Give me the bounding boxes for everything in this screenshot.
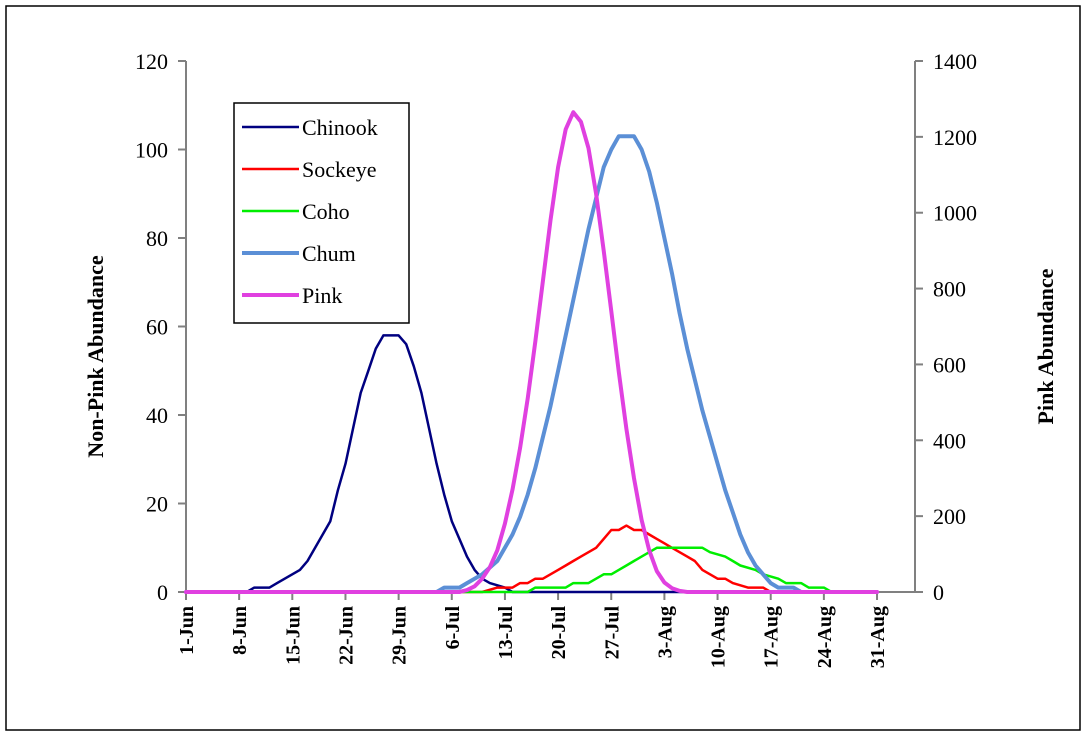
x-tick-label: 8-Jun bbox=[229, 606, 251, 655]
series-line-chum bbox=[184, 134, 879, 594]
series-line-sockeye bbox=[184, 524, 879, 594]
y2-tick-label: 600 bbox=[933, 352, 966, 377]
x-tick-label: 15-Jun bbox=[282, 606, 304, 665]
legend-label-sockeye: Sockeye bbox=[302, 157, 377, 182]
y2-tick-label: 1000 bbox=[933, 201, 977, 226]
y2-tick-label: 1400 bbox=[933, 49, 977, 74]
series-line-coho bbox=[184, 546, 879, 594]
x-tick-label: 29-Jun bbox=[389, 606, 411, 665]
x-tick-label: 17-Aug bbox=[761, 606, 783, 668]
legend-label-chum: Chum bbox=[302, 241, 356, 266]
x-tick-label: 13-Jul bbox=[495, 606, 517, 660]
y-tick-label: 0 bbox=[157, 580, 168, 605]
x-tick-label: 1-Jun bbox=[176, 606, 198, 655]
x-tick-label: 24-Aug bbox=[814, 606, 836, 668]
legend-label-chinook: Chinook bbox=[302, 115, 378, 140]
y2-tick-label: 200 bbox=[933, 504, 966, 529]
y-tick-label: 100 bbox=[135, 138, 168, 163]
y2-axis-title: Pink Abundance bbox=[1033, 268, 1058, 424]
x-tick-label: 31-Aug bbox=[867, 606, 889, 668]
series-line-pink bbox=[184, 110, 879, 594]
series-line-chinook bbox=[184, 334, 879, 594]
y2-tick-label: 0 bbox=[933, 580, 944, 605]
y2-tick-label: 400 bbox=[933, 428, 966, 453]
x-tick-label: 6-Jul bbox=[442, 606, 464, 650]
y-tick-label: 80 bbox=[146, 226, 168, 251]
legend-box bbox=[233, 102, 410, 324]
x-tick-label: 3-Aug bbox=[654, 606, 676, 658]
y2-tick-label: 800 bbox=[933, 277, 966, 302]
y-tick-label: 120 bbox=[135, 49, 168, 74]
y-tick-label: 60 bbox=[146, 315, 168, 340]
x-tick-label: 20-Jul bbox=[548, 606, 570, 660]
plot-area: 0204060801001200200400600800100012001400… bbox=[83, 49, 1058, 668]
x-tick-label: 22-Jun bbox=[335, 606, 357, 665]
y-tick-label: 20 bbox=[146, 492, 168, 517]
legend-label-coho: Coho bbox=[302, 199, 350, 224]
x-tick-label: 10-Aug bbox=[708, 606, 730, 668]
x-tick-label: 27-Jul bbox=[601, 606, 623, 660]
y-tick-label: 40 bbox=[146, 403, 168, 428]
legend-label-pink: Pink bbox=[302, 283, 342, 308]
y2-tick-label: 1200 bbox=[933, 125, 977, 150]
legend: Chinook Sockeye Coho Chum Pink bbox=[233, 102, 410, 324]
chart-border bbox=[5, 5, 1081, 731]
y-axis-title: Non-Pink Abundance bbox=[83, 255, 108, 458]
